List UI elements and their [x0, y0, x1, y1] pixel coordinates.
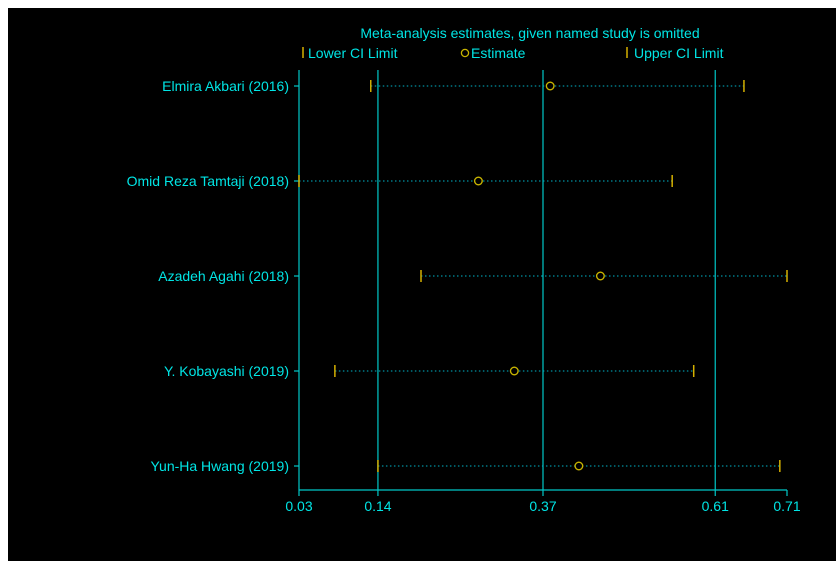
- plot-area: 0.03 0.14 0.37 0.61 0.71 Elmira Akbari (2016)…: [127, 70, 801, 514]
- study-label-4: Yun-Ha Hwang (2019): [150, 458, 289, 474]
- estimate-marker-0: [545, 81, 555, 91]
- chart-title: Meta-analysis estimates, given named stu…: [360, 25, 699, 41]
- legend-estimate-marker: [460, 48, 470, 58]
- legend: Lower CI Limit Estimate Upper CI Limit: [302, 45, 724, 61]
- forest-plot: Meta-analysis estimates, given named stu…: [127, 25, 801, 514]
- x-tick-label-2: 0.37: [529, 498, 556, 514]
- estimate-marker-1: [473, 176, 483, 186]
- study-label-3: Y. Kobayashi (2019): [164, 363, 289, 379]
- x-tick-label-3: 0.61: [702, 498, 729, 514]
- study-label-1: Omid Reza Tamtaji (2018): [127, 173, 289, 189]
- study-label-0: Elmira Akbari (2016): [162, 78, 289, 94]
- study-label-2: Azadeh Agahi (2018): [158, 268, 289, 284]
- estimate-marker-3: [509, 366, 519, 376]
- chart-frame: Meta-analysis estimates, given named stu…: [8, 8, 836, 561]
- legend-estimate-label: Estimate: [471, 45, 526, 61]
- estimate-marker-2: [595, 271, 605, 281]
- estimate-marker-4: [574, 461, 584, 471]
- x-tick-label-4: 0.71: [773, 498, 800, 514]
- legend-lower-label: Lower CI Limit: [308, 45, 398, 61]
- legend-upper-label: Upper CI Limit: [634, 45, 724, 61]
- x-tick-label-0: 0.03: [285, 498, 312, 514]
- x-tick-label-1: 0.14: [364, 498, 391, 514]
